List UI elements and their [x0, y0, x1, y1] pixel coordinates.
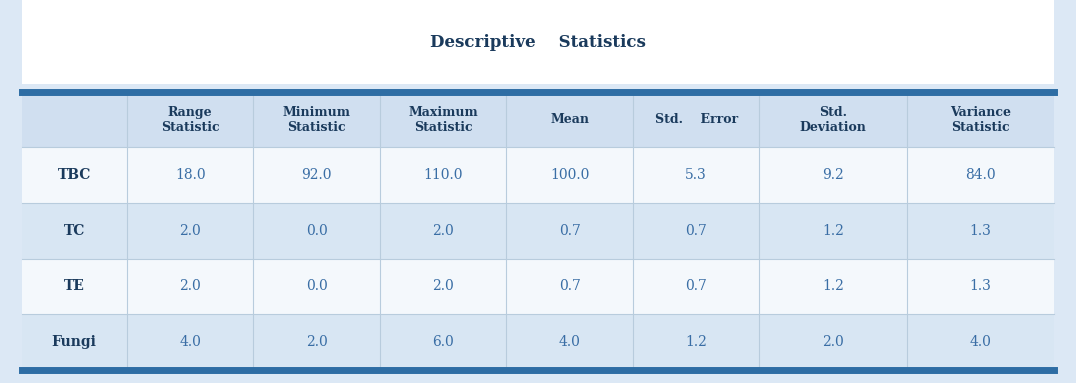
- Text: 5.3: 5.3: [685, 168, 707, 182]
- Bar: [22, 92, 1054, 147]
- Text: Fungi: Fungi: [52, 335, 97, 349]
- Text: 9.2: 9.2: [822, 168, 844, 182]
- Text: 0.0: 0.0: [306, 224, 327, 238]
- Text: 2.0: 2.0: [433, 279, 454, 293]
- Text: 84.0: 84.0: [965, 168, 996, 182]
- Bar: [22, 314, 1054, 370]
- Text: 4.0: 4.0: [969, 335, 992, 349]
- Text: Range
Statistic: Range Statistic: [160, 106, 220, 134]
- Text: 2.0: 2.0: [822, 335, 844, 349]
- Bar: [22, 259, 1054, 314]
- Text: 4.0: 4.0: [180, 335, 201, 349]
- Text: 110.0: 110.0: [423, 168, 463, 182]
- Text: 1.2: 1.2: [822, 279, 844, 293]
- Text: Std.    Error: Std. Error: [654, 113, 738, 126]
- Text: TC: TC: [63, 224, 85, 238]
- Text: 2.0: 2.0: [180, 279, 201, 293]
- Text: 2.0: 2.0: [306, 335, 327, 349]
- Text: 0.7: 0.7: [685, 279, 707, 293]
- Text: Minimum
Statistic: Minimum Statistic: [283, 106, 351, 134]
- Text: Descriptive    Statistics: Descriptive Statistics: [430, 34, 646, 51]
- Bar: [22, 203, 1054, 259]
- Text: 6.0: 6.0: [433, 335, 454, 349]
- Text: 1.3: 1.3: [969, 279, 992, 293]
- Text: 1.3: 1.3: [969, 224, 992, 238]
- Text: Maximum
Statistic: Maximum Statistic: [408, 106, 478, 134]
- Text: 1.2: 1.2: [685, 335, 707, 349]
- Text: Variance
Statistic: Variance Statistic: [950, 106, 1011, 134]
- Text: Std.
Deviation: Std. Deviation: [799, 106, 866, 134]
- Text: 0.7: 0.7: [558, 224, 581, 238]
- Text: 0.0: 0.0: [306, 279, 327, 293]
- Text: 92.0: 92.0: [301, 168, 331, 182]
- Text: TE: TE: [63, 279, 85, 293]
- Text: 100.0: 100.0: [550, 168, 590, 182]
- Text: 2.0: 2.0: [433, 224, 454, 238]
- Bar: [22, 147, 1054, 203]
- Text: 4.0: 4.0: [558, 335, 581, 349]
- Text: 0.7: 0.7: [685, 224, 707, 238]
- Text: 1.2: 1.2: [822, 224, 844, 238]
- Text: 0.7: 0.7: [558, 279, 581, 293]
- Text: Mean: Mean: [550, 113, 590, 126]
- Text: TBC: TBC: [57, 168, 90, 182]
- Text: 18.0: 18.0: [175, 168, 206, 182]
- Bar: [22, 0, 1054, 84]
- Text: 2.0: 2.0: [180, 224, 201, 238]
